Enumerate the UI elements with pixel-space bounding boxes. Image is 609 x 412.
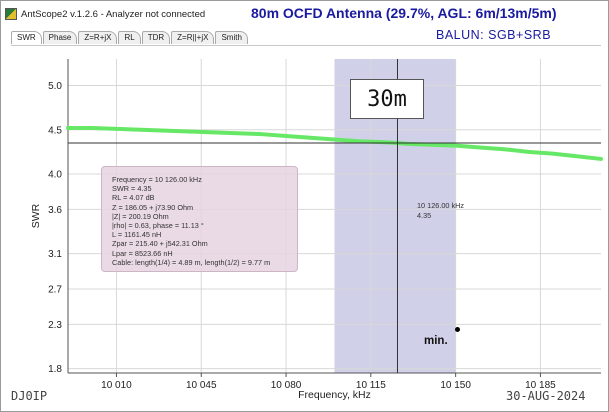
x-tick-label: 10 080 [271,380,302,391]
info-cable-length: Cable: length(1/4) = 4.89 m, length(1/2)… [112,257,271,267]
cursor-readout: 10 126.00 kHz 4.35 [417,201,464,220]
tab-tdr[interactable]: TDR [141,31,171,44]
tab-z-rx[interactable]: Z=R+jX [78,31,118,44]
info-impedance-magnitude: |Z| = 200.19 Ohm [112,211,169,221]
title-bar: AntScope2 v.1.2.6 - Analyzer not connect… [2,3,242,25]
info-parallel-inductance: Lpar = 8523.66 nH [112,248,173,258]
tab-swr[interactable]: SWR [11,31,42,44]
cursor-swr: 4.35 [417,210,432,220]
info-parallel-impedance: Zpar = 215.40 + j542.31 Ohm [112,239,208,249]
callsign-label: DJ0IP [11,389,48,403]
minimum-marker [455,327,460,332]
antenna-heading: 80m OCFD Antenna (29.7%, AGL: 6m/13m/5m) [251,5,557,21]
minimum-label: min. [424,335,448,347]
info-swr: SWR = 4.35 [112,184,152,194]
y-tick-label: 4.5 [48,125,62,136]
balun-label: BALUN: SGB+SRB [436,28,552,42]
y-tick-label: 3.1 [48,249,62,260]
measurement-info-panel: Frequency = 10 126.00 kHz SWR = 4.35 RL … [101,166,298,272]
x-tick-label: 10 010 [101,380,132,391]
y-tick-label: 3.6 [48,205,62,216]
swr-series-line [66,125,603,161]
band-label-box: 30m [350,79,424,119]
y-axis-label: SWR [30,203,42,228]
info-frequency: Frequency = 10 126.00 kHz [112,175,202,184]
antscope-app-icon [5,8,17,20]
info-impedance: Z = 186.05 + j73.90 Ohm [112,202,194,212]
y-tick-label: 5.0 [48,81,62,92]
x-tick-label: 10 045 [186,380,217,391]
y-tick-label: 2.7 [48,284,62,295]
tab-z-parallel[interactable]: Z=R||+jX [171,31,215,44]
cursor-frequency: 10 126.00 kHz [417,201,465,210]
y-tick-label: 2.3 [48,320,62,331]
chart-tab-bar: SWR Phase Z=R+jX RL TDR Z=R||+jX Smith [11,30,248,44]
y-tick-label: 4.0 [48,169,62,180]
y-tick-label: 1.8 [48,364,62,375]
x-tick-label: 10 185 [525,380,556,391]
info-reflection: |rho| = 0.63, phase = 11.13 ° [112,221,204,231]
date-label: 30-AUG-2024 [506,389,586,403]
window-title: AntScope2 v.1.2.6 - Analyzer not connect… [21,8,206,20]
x-tick-label: 10 115 [356,380,386,391]
info-inductance: L = 1161.45 nH [112,230,162,240]
tab-phase[interactable]: Phase [42,31,78,44]
x-tick-label: 10 150 [440,380,471,391]
tab-divider [11,45,601,46]
x-axis-label: Frequency, kHz [298,389,371,401]
tab-smith[interactable]: Smith [215,31,248,44]
info-return-loss: RL = 4.07 dB [112,193,155,203]
tab-rl[interactable]: RL [118,31,141,44]
